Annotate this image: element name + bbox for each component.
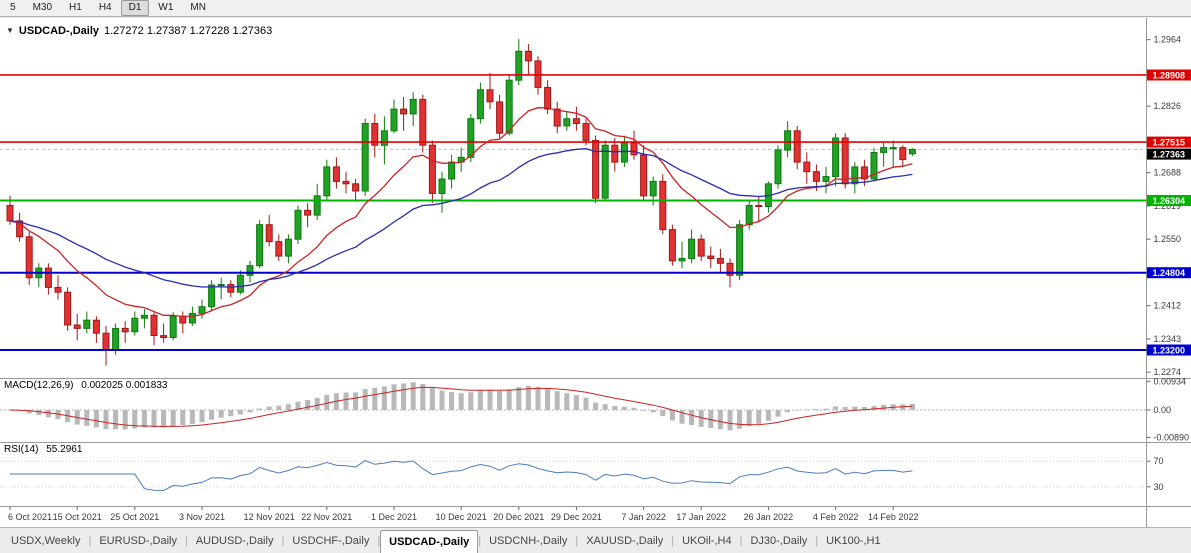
horizontal-level-lines[interactable] xyxy=(0,74,1147,352)
chart-header: ▼ USDCAD-,Daily 1.27272 1.27387 1.27228 … xyxy=(6,25,272,37)
tab-separator: | xyxy=(184,535,188,547)
svg-text:26 Jan 2022: 26 Jan 2022 xyxy=(744,512,794,522)
tab-xauusd-daily[interactable]: XAUUSD-,Daily xyxy=(586,535,664,547)
macd-panel-label: MACD(12,26,9) 0.002025 0.001833 xyxy=(4,380,167,391)
svg-text:22 Nov 2021: 22 Nov 2021 xyxy=(301,512,352,522)
svg-text:70: 70 xyxy=(1154,456,1164,466)
svg-text:1.28908: 1.28908 xyxy=(1153,71,1186,81)
tab-dj30-daily[interactable]: DJ30-,Daily xyxy=(750,535,808,547)
svg-text:1.26304: 1.26304 xyxy=(1153,196,1186,206)
svg-text:7 Jan 2022: 7 Jan 2022 xyxy=(621,512,666,522)
macd-signal-line xyxy=(9,386,913,428)
svg-text:1.2964: 1.2964 xyxy=(1154,35,1182,45)
timeframe-button-m30[interactable]: M30 xyxy=(32,2,53,13)
rsi-indicator-value: 55.2961 xyxy=(46,444,83,455)
rsi-indicator-name: RSI(14) xyxy=(4,444,39,455)
ma-slow-line xyxy=(9,148,913,288)
svg-text:14 Feb 2022: 14 Feb 2022 xyxy=(868,512,919,522)
chart-area[interactable]: 1.29641.28261.26881.26191.25501.24121.23… xyxy=(0,18,1191,527)
svg-text:1.27515: 1.27515 xyxy=(1153,138,1186,148)
chart-canvas[interactable]: 1.29641.28261.26881.26191.25501.24121.23… xyxy=(0,18,1191,527)
svg-text:20 Dec 2021: 20 Dec 2021 xyxy=(493,512,544,522)
moving-averages xyxy=(9,107,913,318)
chart-frame xyxy=(0,18,1191,527)
timeframe-button-h1[interactable]: H1 xyxy=(69,2,82,13)
svg-text:1.2412: 1.2412 xyxy=(1154,301,1182,311)
one-click-trading-arrow-icon[interactable]: ▼ xyxy=(6,26,14,35)
tab-separator: | xyxy=(88,535,92,547)
svg-text:10 Dec 2021: 10 Dec 2021 xyxy=(436,512,487,522)
tab-separator: | xyxy=(575,535,579,547)
svg-text:1.2343: 1.2343 xyxy=(1154,334,1182,344)
chart-symbol-label: USDCAD-,Daily xyxy=(18,25,99,37)
tab-usdchf-daily[interactable]: USDCHF-,Daily xyxy=(292,535,370,547)
rsi-indicator: 70 30 xyxy=(0,456,1164,492)
svg-text:12 Nov 2021: 12 Nov 2021 xyxy=(244,512,295,522)
timeframe-button-d1[interactable]: D1 xyxy=(120,0,150,16)
svg-text:1.24804: 1.24804 xyxy=(1153,268,1186,278)
macd-indicator-values: 0.002025 0.001833 xyxy=(81,380,168,391)
macd-indicator: 0.00934 0.00 -0.00890 xyxy=(0,376,1189,442)
chart-ohlc-values: 1.27272 1.27387 1.27228 1.27363 xyxy=(104,25,273,37)
tab-separator: | xyxy=(281,535,285,547)
tab-eurusd-daily[interactable]: EURUSD-,Daily xyxy=(99,535,177,547)
tab-separator: | xyxy=(671,535,675,547)
svg-text:1.2550: 1.2550 xyxy=(1154,234,1182,244)
tab-separator: | xyxy=(377,535,381,547)
tab-separator: | xyxy=(478,535,482,547)
timeframe-button-mn[interactable]: MN xyxy=(190,2,206,13)
tab-ukoil-h4[interactable]: UKOil-,H4 xyxy=(682,535,732,547)
svg-text:0.00934: 0.00934 xyxy=(1154,376,1187,386)
tab-uk100-h1[interactable]: UK100-,H1 xyxy=(826,535,881,547)
svg-text:30: 30 xyxy=(1154,482,1164,492)
svg-text:1.27363: 1.27363 xyxy=(1153,150,1186,160)
timeframe-button-w1[interactable]: W1 xyxy=(158,2,174,13)
svg-text:1.23200: 1.23200 xyxy=(1153,346,1186,356)
timeframe-button-5[interactable]: 5 xyxy=(10,2,16,13)
svg-text:1 Dec 2021: 1 Dec 2021 xyxy=(371,512,417,522)
svg-text:1.2274: 1.2274 xyxy=(1154,367,1182,377)
svg-text:6 Oct 2021: 6 Oct 2021 xyxy=(8,512,52,522)
ma-fast-line xyxy=(9,107,913,318)
svg-text:4 Feb 2022: 4 Feb 2022 xyxy=(813,512,859,522)
tab-separator: | xyxy=(739,535,743,547)
svg-text:0.00: 0.00 xyxy=(1154,405,1172,415)
svg-text:1.2688: 1.2688 xyxy=(1154,168,1182,178)
tab-audusd-daily[interactable]: AUDUSD-,Daily xyxy=(195,535,274,547)
tab-usdx-weekly[interactable]: USDX,Weekly xyxy=(11,535,81,547)
tab-separator: | xyxy=(815,535,819,547)
svg-text:3 Nov 2021: 3 Nov 2021 xyxy=(179,512,225,522)
svg-text:1.2826: 1.2826 xyxy=(1154,101,1182,111)
svg-text:15 Oct 2021: 15 Oct 2021 xyxy=(53,512,102,522)
svg-text:-0.00890: -0.00890 xyxy=(1154,432,1190,442)
rsi-line xyxy=(10,460,913,492)
svg-text:17 Jan 2022: 17 Jan 2022 xyxy=(676,512,726,522)
chart-tabs-bar: USDX,Weekly | EURUSD-,Daily | AUDUSD-,Daily |… xyxy=(0,527,1191,553)
rsi-panel-label: RSI(14) 55.2961 xyxy=(4,444,82,455)
timeframe-button-h4[interactable]: H4 xyxy=(98,2,112,13)
tab-usdcad-daily[interactable]: USDCAD-,Daily xyxy=(380,530,479,553)
svg-text:25 Oct 2021: 25 Oct 2021 xyxy=(110,512,159,522)
macd-indicator-name: MACD(12,26,9) xyxy=(4,380,74,391)
svg-text:29 Dec 2021: 29 Dec 2021 xyxy=(551,512,602,522)
price-badges: 1.28908 1.27515 1.27363 1.26304 1.24804 1.232… xyxy=(1147,69,1191,356)
tab-usdcnh-daily[interactable]: USDCNH-,Daily xyxy=(489,535,568,547)
timeframe-toolbar: 5 M30 H1 H4 D1 W1 MN xyxy=(0,0,1191,17)
candles-layer[interactable] xyxy=(6,39,916,366)
date-axis[interactable]: 6 Oct 2021 15 Oct 2021 25 Oct 2021 3 Nov 20… xyxy=(8,507,918,522)
